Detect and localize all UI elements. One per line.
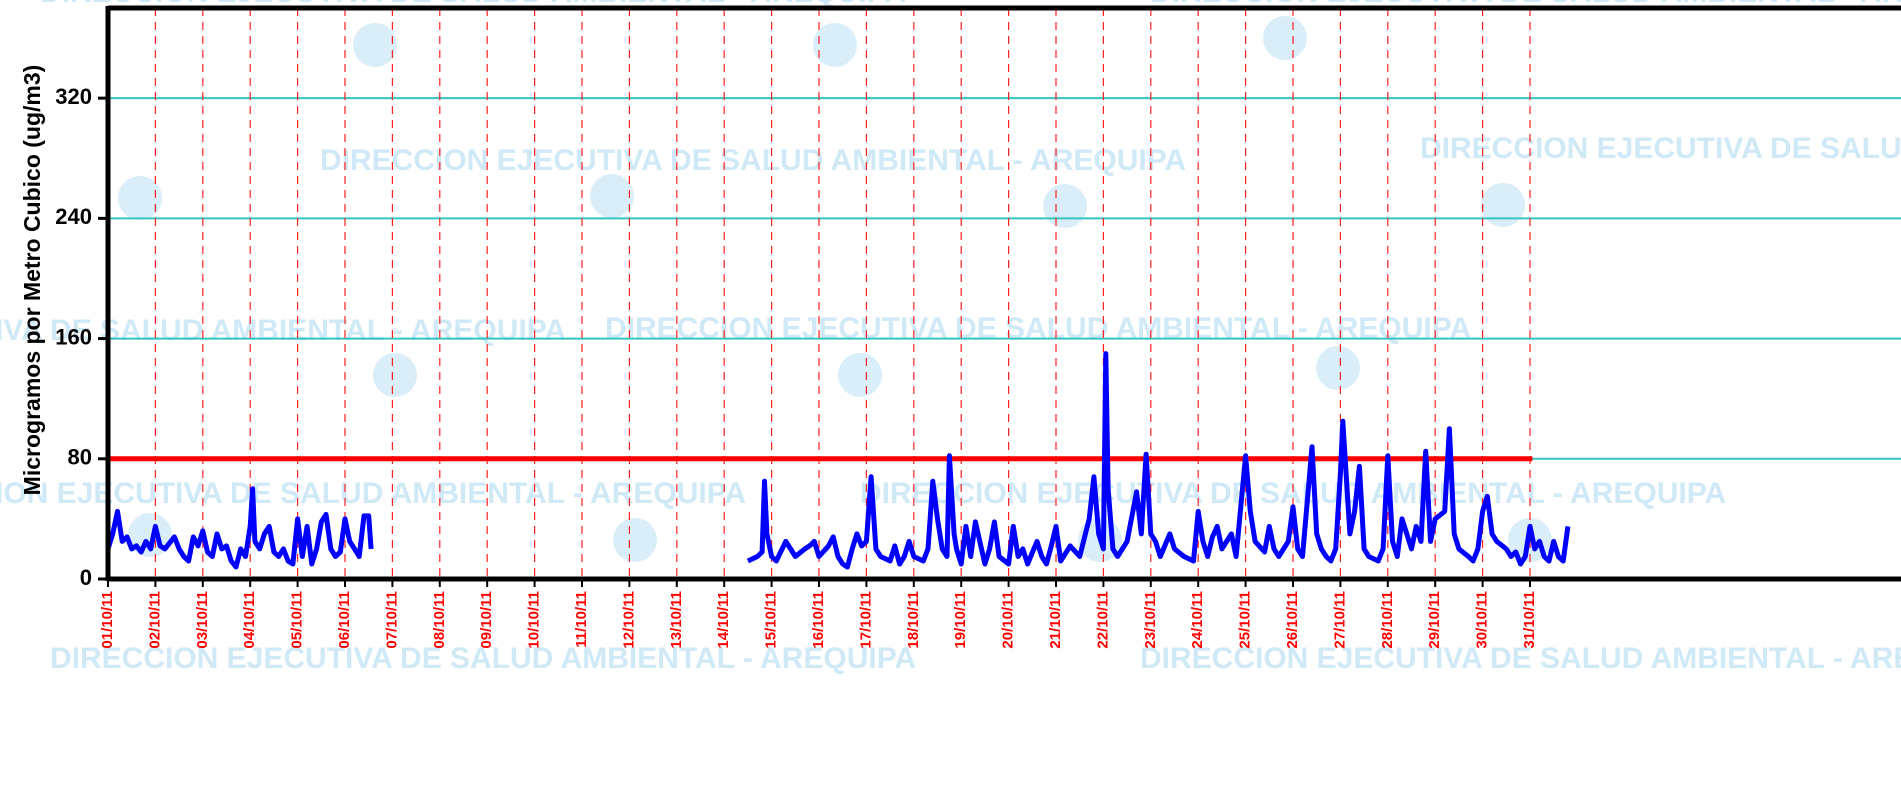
x-tick-label: 09/10/11 bbox=[478, 591, 495, 649]
logo bbox=[590, 174, 634, 218]
x-tick-label: 02/10/11 bbox=[146, 591, 163, 649]
logo bbox=[1263, 16, 1307, 60]
logo bbox=[1481, 183, 1525, 227]
watermark: DIRECCION EJECUTIVA DE SALUD AMBIENTAL -… bbox=[40, 0, 906, 9]
x-tick-label: 22/10/11 bbox=[1094, 591, 1111, 649]
logo bbox=[813, 23, 857, 67]
x-tick-label: 11/10/11 bbox=[573, 591, 590, 648]
x-tick-label: 14/10/11 bbox=[715, 591, 732, 649]
x-tick-label: 18/10/11 bbox=[905, 591, 922, 649]
x-tick-label: 26/10/11 bbox=[1284, 591, 1301, 649]
y-axis-label: Microgramos por Metro Cubico (ug/m3) bbox=[19, 65, 45, 496]
x-tick-label: 30/10/11 bbox=[1474, 591, 1491, 649]
watermark: DIRECCION EJECUTIVA DE SALUD AMBIENTAL -… bbox=[0, 314, 566, 347]
logo bbox=[353, 23, 397, 67]
watermark: DIRECCION EJECUTIVA DE SALUD AMBIENTAL -… bbox=[320, 144, 1186, 177]
x-tick-label: 10/10/11 bbox=[526, 591, 543, 649]
watermark-layer: DIRECCION EJECUTIVA DE SALUD AMBIENTAL -… bbox=[0, 0, 1901, 675]
x-tick-label: 20/10/11 bbox=[1000, 591, 1017, 649]
watermark: DIRECCION EJECUTIVA DE SALUD AMBIENTAL -… bbox=[1150, 0, 1901, 9]
logo bbox=[373, 353, 417, 397]
x-tick-label: 28/10/11 bbox=[1379, 591, 1396, 649]
y-tick-label: 320 bbox=[55, 84, 92, 109]
logo bbox=[613, 518, 657, 562]
watermark: DIRECCION EJECUTIVA DE SALUD AMBIENTAL -… bbox=[50, 642, 916, 675]
x-tick-label: 04/10/11 bbox=[241, 591, 258, 649]
logo bbox=[1043, 184, 1087, 228]
x-tick-label: 15/10/11 bbox=[763, 591, 780, 649]
logo bbox=[118, 176, 162, 220]
x-tick-label: 31/10/11 bbox=[1521, 591, 1538, 649]
logo bbox=[1316, 346, 1360, 390]
watermark: DIRECCION EJECUTIVA DE SALUD AMBIENTAL -… bbox=[0, 477, 746, 510]
x-tick-label: 12/10/11 bbox=[620, 591, 637, 649]
y-tick-label: 240 bbox=[55, 204, 92, 229]
data-line bbox=[105, 351, 1571, 570]
y-tick-label: 0 bbox=[80, 565, 92, 590]
x-tick-label: 25/10/11 bbox=[1237, 591, 1254, 649]
x-tick-label: 03/10/11 bbox=[194, 591, 211, 649]
x-tick-label: 01/10/11 bbox=[99, 591, 116, 649]
x-tick-label: 07/10/11 bbox=[383, 591, 400, 649]
x-tick-label: 23/10/11 bbox=[1142, 591, 1159, 649]
x-tick-label: 21/10/11 bbox=[1047, 591, 1064, 649]
logo bbox=[838, 353, 882, 397]
x-tick-label: 06/10/11 bbox=[336, 591, 353, 649]
watermark: DIRECCION EJECUTIVA DE SALUD AMBIENTAL -… bbox=[605, 312, 1471, 345]
x-tick-label: 05/10/11 bbox=[289, 591, 306, 649]
x-tick-label: 08/10/11 bbox=[431, 591, 448, 649]
watermark: DIRECCION EJECUTIVA DE SALUD AMBIENTAL -… bbox=[1420, 132, 1901, 165]
x-tick-label: 19/10/11 bbox=[952, 591, 969, 649]
y-tick-label: 80 bbox=[68, 445, 92, 470]
y-tick-label: 160 bbox=[55, 324, 92, 349]
watermark: DIRECCION EJECUTIVA DE SALUD AMBIENTAL -… bbox=[1140, 642, 1901, 675]
x-tick-label: 29/10/11 bbox=[1426, 591, 1443, 649]
x-tick-label: 13/10/11 bbox=[668, 591, 685, 649]
x-tick-label: 24/10/11 bbox=[1189, 591, 1206, 649]
x-tick-label: 16/10/11 bbox=[810, 591, 827, 649]
x-tick-label: 17/10/11 bbox=[857, 591, 874, 649]
x-tick-label: 27/10/11 bbox=[1331, 591, 1348, 649]
